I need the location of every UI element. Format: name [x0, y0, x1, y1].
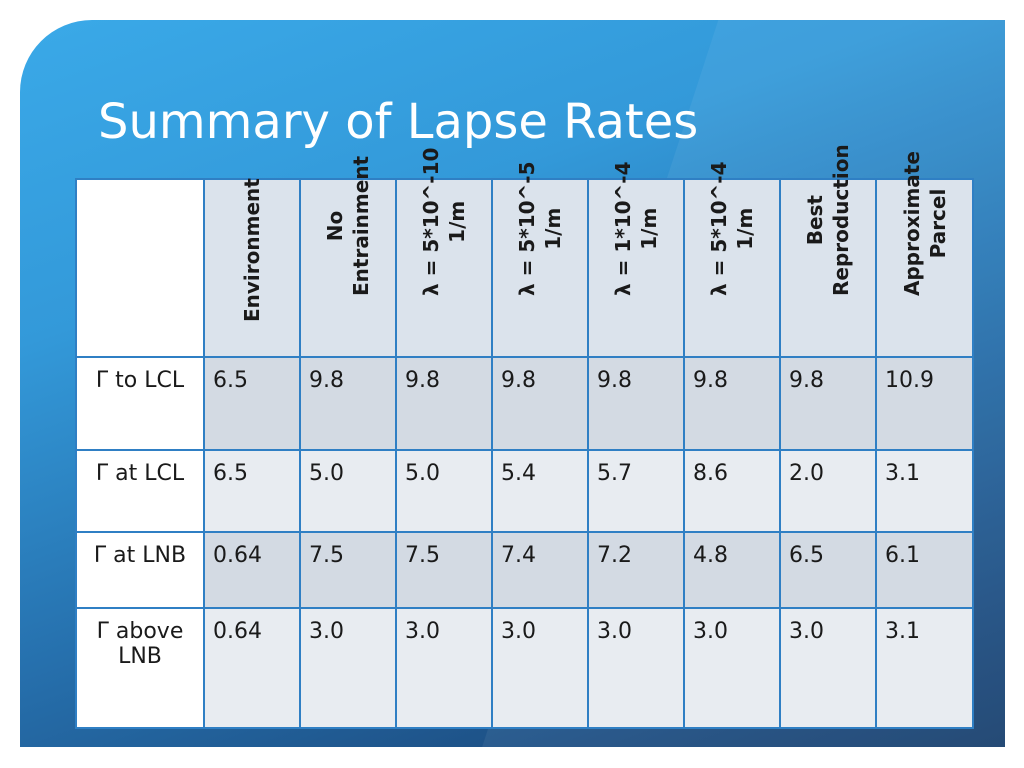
column-header-lambda-5e-4: λ = 5*10^-4 1/m	[683, 161, 781, 358]
column-header-approximate-parcel: Approximate Parcel	[875, 151, 974, 358]
table-row: Γ to LCL 6.5 9.8 9.8 9.8 9.8 9.8 9.8 10.…	[75, 356, 974, 451]
table-cell: 6.5	[779, 531, 877, 609]
table-cell: 6.1	[875, 531, 974, 609]
table-row: Γ at LNB 0.64 7.5 7.5 7.4 7.2 4.8 6.5 6.…	[75, 531, 974, 609]
table-cell: 6.5	[203, 449, 301, 533]
table-cell: 3.0	[491, 607, 589, 729]
table-cell: 5.0	[299, 449, 397, 533]
table-row: Γ above LNB 0.64 3.0 3.0 3.0 3.0 3.0 3.0…	[75, 607, 974, 729]
column-header-lambda-1e-4: λ = 1*10^-4 1/m	[587, 161, 685, 358]
column-header-line: λ = 5*10^-5	[515, 161, 539, 296]
column-header-line: 1/m	[637, 207, 661, 250]
column-header-lambda-5e-10: λ = 5*10^-10 1/m	[395, 148, 493, 358]
table-cell: 5.0	[395, 449, 493, 533]
table-cell: 8.6	[683, 449, 781, 533]
column-header-line: 1/m	[445, 200, 469, 243]
table-cell: 6.5	[203, 356, 301, 451]
table-cell: 9.8	[299, 356, 397, 451]
table-cell: 7.5	[395, 531, 493, 609]
table-cell: 0.64	[203, 531, 301, 609]
table-cell: 7.5	[299, 531, 397, 609]
table-cell: 5.7	[587, 449, 685, 533]
lapse-rate-table: Environment No Entrainment λ = 5*10^-10 …	[75, 144, 974, 729]
column-header-lambda-5e-5: λ = 5*10^-5 1/m	[491, 161, 589, 358]
table-cell: 3.0	[299, 607, 397, 729]
column-header-line: λ = 5*10^-10	[419, 147, 443, 296]
table-cell: 3.1	[875, 607, 974, 729]
column-header-line: 1/m	[733, 207, 757, 250]
table-cell: 4.8	[683, 531, 781, 609]
column-header-line: λ = 1*10^-4	[611, 161, 635, 296]
table-cell: 9.8	[395, 356, 493, 451]
column-header-line: Reproduction	[829, 144, 853, 296]
table-cell: 3.0	[683, 607, 781, 729]
column-header-line: Environment	[240, 178, 264, 322]
table-cell: 7.2	[587, 531, 685, 609]
column-header-line: Entrainment	[349, 155, 373, 296]
row-label: Γ at LCL	[75, 449, 205, 533]
table-cell: 2.0	[779, 449, 877, 533]
column-header-best-reproduction: Best Reproduction	[779, 144, 877, 358]
column-header-no-entrainment: No Entrainment	[299, 156, 397, 358]
row-label: Γ at LNB	[75, 531, 205, 609]
table-cell: 9.8	[779, 356, 877, 451]
column-header-environment: Environment	[203, 178, 301, 358]
row-label: Γ to LCL	[75, 356, 205, 451]
table-row: Γ at LCL 6.5 5.0 5.0 5.4 5.7 8.6 2.0 3.1	[75, 449, 974, 533]
table-cell: 3.0	[779, 607, 877, 729]
column-header-line: 1/m	[541, 207, 565, 250]
column-header-line: No	[323, 210, 347, 242]
table-cell: 5.4	[491, 449, 589, 533]
row-label: Γ above LNB	[75, 607, 205, 729]
column-header-line: Best	[803, 195, 827, 246]
table-cell: 3.0	[587, 607, 685, 729]
table-corner-cell	[75, 178, 205, 358]
table-cell: 9.8	[683, 356, 781, 451]
column-header-line: λ = 5*10^-4	[707, 161, 731, 296]
table-cell: 3.1	[875, 449, 974, 533]
slide-title: Summary of Lapse Rates	[98, 94, 699, 150]
column-header-line: Parcel	[925, 188, 950, 259]
table-header-row: Environment No Entrainment λ = 5*10^-10 …	[75, 144, 974, 358]
table-cell: 9.8	[587, 356, 685, 451]
table-cell: 0.64	[203, 607, 301, 729]
table-cell: 10.9	[875, 356, 974, 451]
table-cell: 3.0	[395, 607, 493, 729]
column-header-line: Approximate	[899, 151, 924, 296]
slide-background: Summary of Lapse Rates Environment No En…	[20, 20, 1005, 747]
table-cell: 7.4	[491, 531, 589, 609]
table-cell: 9.8	[491, 356, 589, 451]
